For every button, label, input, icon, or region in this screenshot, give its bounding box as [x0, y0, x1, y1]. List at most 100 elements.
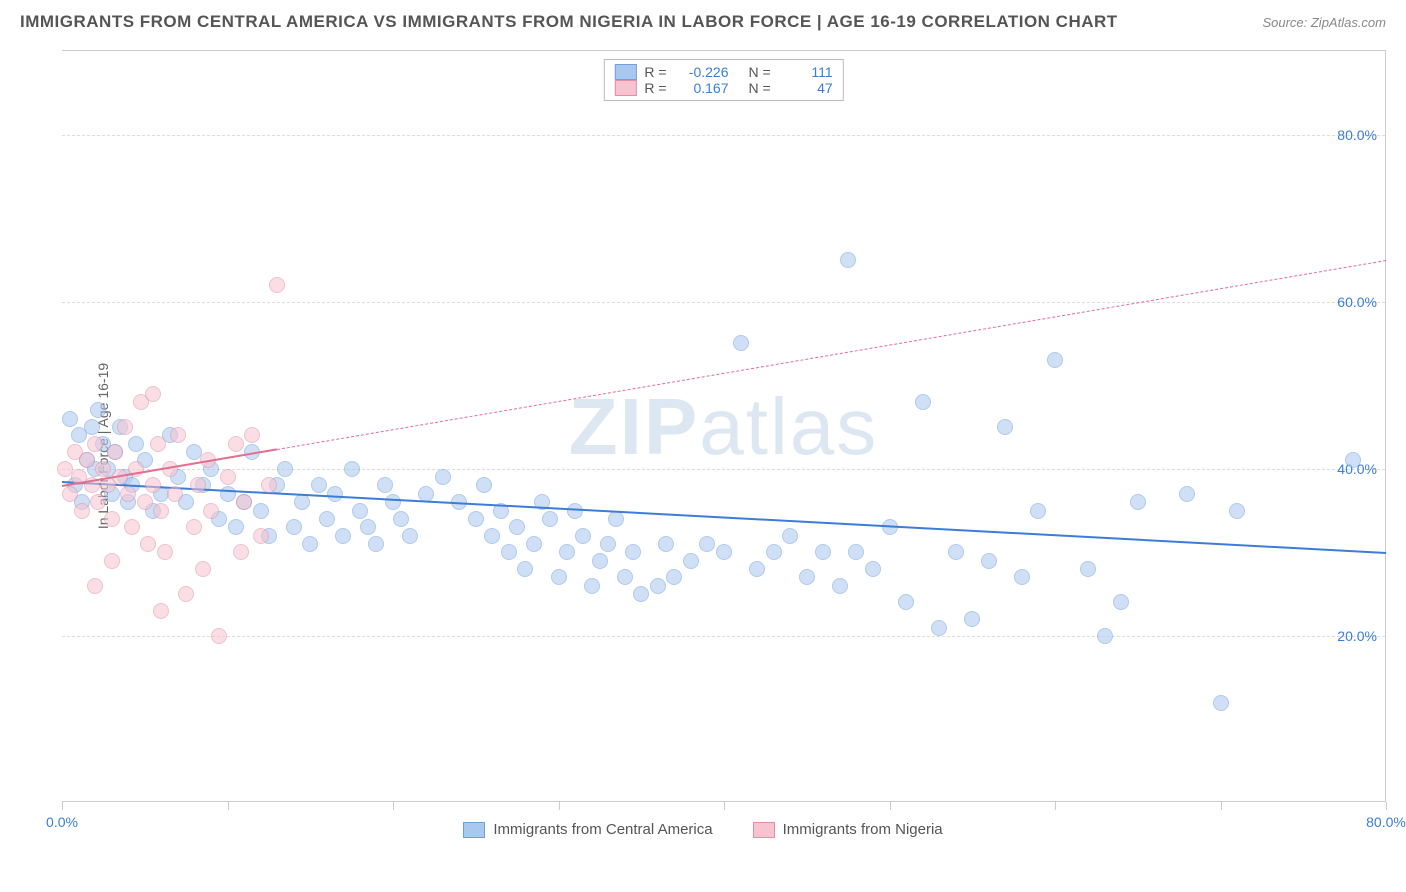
data-point — [559, 544, 575, 560]
x-tick — [393, 802, 394, 810]
r-value: -0.226 — [675, 64, 729, 80]
n-value: 47 — [779, 80, 833, 96]
data-point — [517, 561, 533, 577]
data-point — [190, 477, 206, 493]
y-tick-label: 60.0% — [1337, 294, 1377, 310]
r-label: R = — [644, 80, 666, 96]
x-tick — [1055, 802, 1056, 810]
data-point — [658, 536, 674, 552]
legend-label: Immigrants from Central America — [493, 821, 712, 838]
data-point — [145, 477, 161, 493]
x-tick — [559, 802, 560, 810]
data-point — [551, 569, 567, 585]
legend-swatch — [753, 822, 775, 838]
data-point — [393, 511, 409, 527]
data-point — [95, 461, 111, 477]
data-point — [327, 486, 343, 502]
data-point — [584, 578, 600, 594]
data-point — [981, 553, 997, 569]
data-point — [964, 611, 980, 627]
data-point — [344, 461, 360, 477]
data-point — [228, 519, 244, 535]
r-label: R = — [644, 64, 666, 80]
y-tick-label: 20.0% — [1337, 628, 1377, 644]
data-point — [128, 436, 144, 452]
gridline — [62, 469, 1385, 470]
n-value: 111 — [779, 64, 833, 80]
data-point — [625, 544, 641, 560]
data-point — [62, 411, 78, 427]
data-point — [865, 561, 881, 577]
data-point — [749, 561, 765, 577]
legend-row: R = -0.226 N = 111 — [614, 64, 832, 80]
data-point — [815, 544, 831, 560]
data-point — [79, 452, 95, 468]
data-point — [666, 569, 682, 585]
data-point — [733, 335, 749, 351]
data-point — [311, 477, 327, 493]
plot-area: ZIPatlas R =-0.226N =111R =0.167N =47 20… — [62, 50, 1386, 802]
data-point — [799, 569, 815, 585]
data-point — [608, 511, 624, 527]
data-point — [352, 503, 368, 519]
chart-source: Source: ZipAtlas.com — [1262, 15, 1386, 30]
data-point — [120, 486, 136, 502]
correlation-legend: R =-0.226N =111R =0.167N =47 — [603, 59, 843, 101]
data-point — [153, 503, 169, 519]
data-point — [90, 402, 106, 418]
data-point — [236, 494, 252, 510]
legend-swatch — [463, 822, 485, 838]
data-point — [124, 519, 140, 535]
data-point — [617, 569, 633, 585]
data-point — [104, 553, 120, 569]
data-point — [195, 561, 211, 577]
x-tick — [890, 802, 891, 810]
data-point — [931, 620, 947, 636]
data-point — [87, 436, 103, 452]
data-point — [87, 578, 103, 594]
data-point — [153, 603, 169, 619]
data-point — [277, 461, 293, 477]
data-point — [766, 544, 782, 560]
data-point — [848, 544, 864, 560]
data-point — [178, 586, 194, 602]
data-point — [592, 553, 608, 569]
n-label: N = — [749, 64, 771, 80]
data-point — [1130, 494, 1146, 510]
data-point — [832, 578, 848, 594]
data-point — [294, 494, 310, 510]
data-point — [220, 469, 236, 485]
data-point — [368, 536, 384, 552]
y-tick-label: 80.0% — [1337, 127, 1377, 143]
data-point — [1097, 628, 1113, 644]
gridline — [62, 135, 1385, 136]
data-point — [1179, 486, 1195, 502]
data-point — [220, 486, 236, 502]
data-point — [104, 511, 120, 527]
data-point — [650, 578, 666, 594]
data-point — [377, 477, 393, 493]
x-tick — [724, 802, 725, 810]
data-point — [335, 528, 351, 544]
data-point — [140, 536, 156, 552]
data-point — [435, 469, 451, 485]
data-point — [253, 528, 269, 544]
legend-item: Immigrants from Central America — [463, 821, 712, 838]
data-point — [997, 419, 1013, 435]
data-point — [468, 511, 484, 527]
data-point — [360, 519, 376, 535]
series-legend: Immigrants from Central America Immigrant… — [20, 821, 1386, 838]
data-point — [319, 511, 335, 527]
gridline — [62, 302, 1385, 303]
gridline — [62, 636, 1385, 637]
n-label: N = — [749, 80, 771, 96]
data-point — [90, 494, 106, 510]
data-point — [600, 536, 616, 552]
data-point — [840, 252, 856, 268]
legend-swatch — [614, 64, 636, 80]
data-point — [117, 419, 133, 435]
data-point — [233, 544, 249, 560]
watermark: ZIPatlas — [569, 381, 878, 473]
legend-label: Immigrants from Nigeria — [783, 821, 943, 838]
data-point — [167, 486, 183, 502]
